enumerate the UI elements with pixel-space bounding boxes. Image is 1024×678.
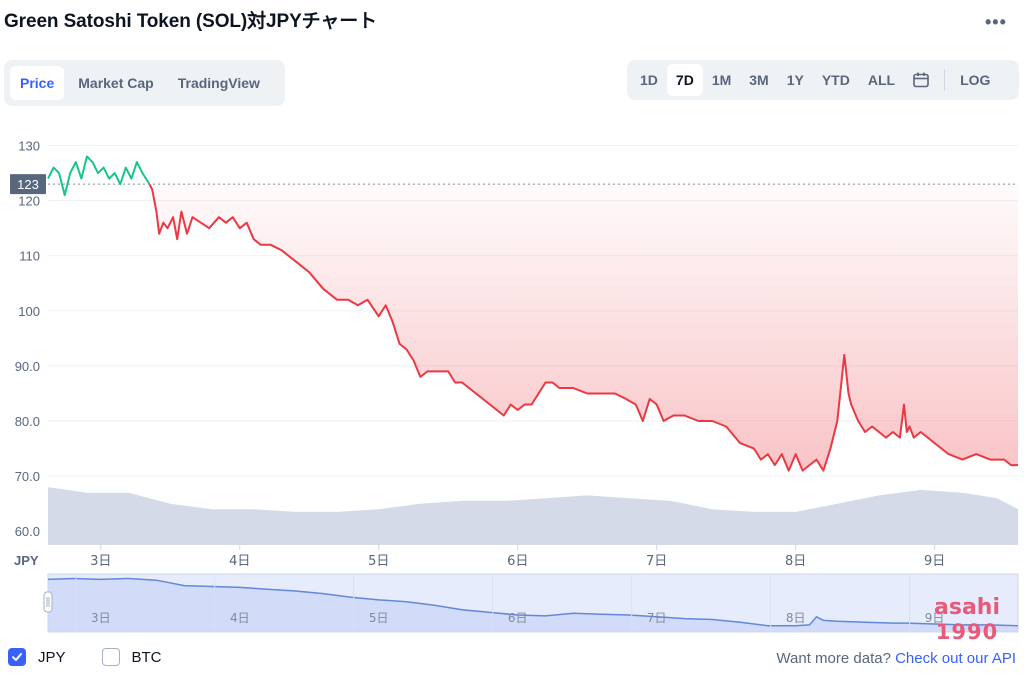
range-1m[interactable]: 1M bbox=[711, 72, 732, 88]
range-all[interactable]: ALL bbox=[867, 72, 896, 88]
x-tick-label: 4日 bbox=[229, 554, 250, 569]
api-prompt: Want more data? Check out our API bbox=[776, 650, 1016, 667]
range-1d[interactable]: 1D bbox=[640, 72, 658, 88]
legend-btc: BTC bbox=[101, 648, 162, 666]
watermark-logo: asahi 1990 bbox=[934, 595, 1000, 645]
range-3m[interactable]: 3M bbox=[749, 72, 769, 88]
y-tick-label: 120 bbox=[18, 194, 40, 209]
price-below-area bbox=[149, 184, 1018, 471]
navigator-tick-label: 7日 bbox=[647, 611, 667, 625]
api-link[interactable]: Check out our API bbox=[895, 650, 1016, 667]
currency-label: JPY bbox=[14, 553, 39, 568]
navigator-tick-label: 9日 bbox=[925, 611, 945, 625]
tab-market-cap[interactable]: Market Cap bbox=[78, 75, 154, 91]
price-chart: 123 130 120 110 100 90.0 80.0 70.0 60.0 JPY 3日 4日… bbox=[10, 139, 1019, 633]
y-tick-label: 130 bbox=[18, 139, 40, 154]
reference-label: 123 bbox=[17, 177, 39, 192]
x-tick-label: 8日 bbox=[785, 554, 806, 569]
x-tick-label: 3日 bbox=[90, 554, 111, 569]
x-tick-label: 9日 bbox=[924, 554, 945, 569]
more-horizontal-icon[interactable]: ••• bbox=[985, 12, 1007, 32]
drag-handle-icon[interactable] bbox=[43, 591, 53, 613]
page-title: Green Satoshi Token (SOL)対JPYチャート bbox=[4, 11, 378, 32]
tab-price[interactable]: Price bbox=[10, 66, 65, 100]
y-tick-label: 100 bbox=[18, 304, 40, 319]
jpy-checkbox[interactable] bbox=[8, 648, 26, 666]
legend-label-btc: BTC bbox=[131, 648, 162, 666]
x-tick-label: 6日 bbox=[507, 554, 528, 569]
navigator-tick-label: 5日 bbox=[369, 611, 389, 625]
watermark-line2: 1990 bbox=[935, 620, 999, 644]
y-tick-label: 90.0 bbox=[15, 359, 40, 374]
log-scale-toggle[interactable]: LOG bbox=[960, 72, 991, 88]
x-tick-label: 5日 bbox=[368, 554, 389, 569]
navigator-tick-label: 8日 bbox=[786, 611, 806, 625]
calendar-icon[interactable] bbox=[904, 64, 938, 96]
btc-checkbox[interactable] bbox=[101, 648, 120, 666]
range-selector: 1D 7D 1M 3M 1Y YTD ALL LOG bbox=[627, 60, 1019, 100]
price-line-up bbox=[47, 155, 151, 197]
reference-badge bbox=[10, 174, 46, 195]
range-7d[interactable]: 7D bbox=[666, 64, 703, 96]
navigator-tick-label: 6日 bbox=[508, 611, 528, 625]
y-tick-label: 80.0 bbox=[15, 414, 40, 429]
legend-jpy: JPY bbox=[8, 648, 66, 666]
volume-area bbox=[48, 487, 1018, 545]
chart-legend: JPY BTC bbox=[8, 648, 188, 666]
range-divider bbox=[944, 69, 946, 91]
navigator-line bbox=[47, 577, 1019, 627]
range-1y[interactable]: 1Y bbox=[786, 72, 804, 88]
price-line-down bbox=[148, 183, 1018, 472]
navigator-tick-label: 4日 bbox=[230, 611, 250, 625]
y-tick-label: 110 bbox=[19, 249, 40, 264]
tab-tradingview[interactable]: TradingView bbox=[177, 75, 260, 91]
y-tick-label: 60.0 bbox=[15, 524, 40, 539]
navigator-area bbox=[48, 578, 1018, 632]
range-ytd[interactable]: YTD bbox=[821, 72, 850, 88]
y-tick-label: 70.0 bbox=[15, 469, 40, 484]
legend-label-jpy: JPY bbox=[38, 648, 66, 666]
x-tick-label: 7日 bbox=[646, 554, 667, 569]
api-prompt-text: Want more data? bbox=[776, 650, 891, 667]
navigator-tick-label: 3日 bbox=[91, 611, 111, 625]
chart-type-tabs: Price Market Cap TradingView bbox=[4, 60, 285, 106]
watermark-line1: asahi bbox=[934, 595, 1000, 620]
